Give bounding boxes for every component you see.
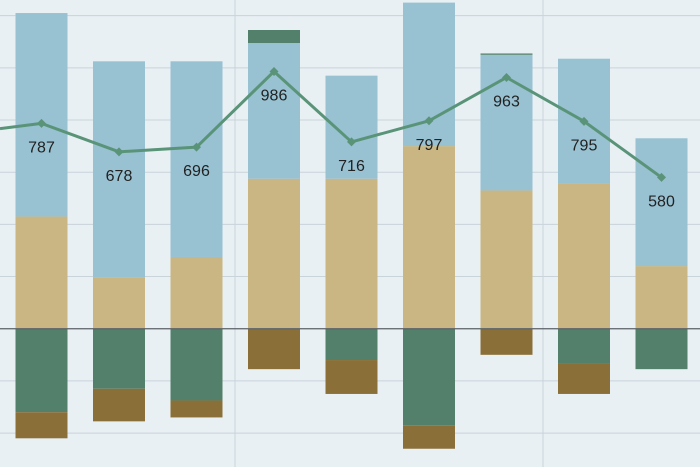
data-labels: 787 678 696 986 716 797 963 795 580	[28, 87, 675, 210]
data-label: 696	[183, 163, 210, 180]
bars	[15, 2, 688, 449]
bar-tan	[325, 178, 378, 329]
net-total-marker	[502, 72, 511, 82]
data-label: 716	[338, 158, 365, 175]
bar-dark-green-cap	[248, 30, 300, 44]
bar-tan	[170, 256, 223, 329]
data-label: 787	[28, 139, 55, 156]
bar-dark-green-negative	[558, 328, 610, 364]
bar-dark-green-negative	[325, 328, 378, 361]
data-label: 797	[416, 137, 443, 154]
net-total-marker	[424, 116, 434, 126]
data-label: 580	[648, 193, 675, 210]
bar-brown-negative	[480, 328, 533, 355]
bar-brown-negative	[248, 328, 300, 370]
bar-brown-negative	[403, 425, 455, 449]
net-total-marker	[579, 116, 589, 126]
bar-dark-green-negative	[93, 328, 145, 389]
net-total-marker	[114, 147, 124, 157]
bar-tan	[403, 146, 455, 329]
bar-brown-negative	[170, 400, 223, 418]
data-label: 986	[261, 87, 288, 104]
bar-light-blue	[93, 61, 145, 278]
net-total-marker	[37, 118, 46, 128]
bar-tan	[480, 190, 533, 329]
bar-brown-negative	[325, 360, 378, 394]
bar-brown-negative	[93, 388, 145, 422]
bar-light-blue	[248, 43, 300, 179]
bar-brown-negative	[558, 363, 610, 394]
data-label: 795	[571, 137, 598, 154]
bar-dark-green-cap	[480, 53, 533, 55]
bar-tan	[248, 178, 300, 329]
data-label: 678	[106, 168, 133, 185]
net-total-marker	[269, 66, 279, 76]
bar-tan	[15, 216, 68, 329]
net-total-line	[0, 69, 663, 179]
bar-dark-green-negative	[635, 328, 688, 370]
bar-dark-green-negative	[170, 328, 223, 401]
bar-dark-green-negative	[15, 328, 68, 413]
bar-tan	[558, 183, 610, 329]
bar-light-blue	[170, 61, 223, 257]
net-total-marker	[657, 172, 666, 182]
net-total-line-series	[0, 66, 666, 182]
bar-dark-green-negative	[403, 328, 455, 426]
data-label: 963	[493, 93, 520, 110]
bar-brown-negative	[15, 412, 68, 439]
bar-light-blue	[635, 138, 688, 267]
net-total-marker	[192, 142, 201, 152]
net-total-marker	[347, 137, 356, 147]
bar-tan	[93, 277, 145, 329]
bar-tan	[635, 266, 688, 329]
bar-light-blue	[15, 13, 68, 217]
